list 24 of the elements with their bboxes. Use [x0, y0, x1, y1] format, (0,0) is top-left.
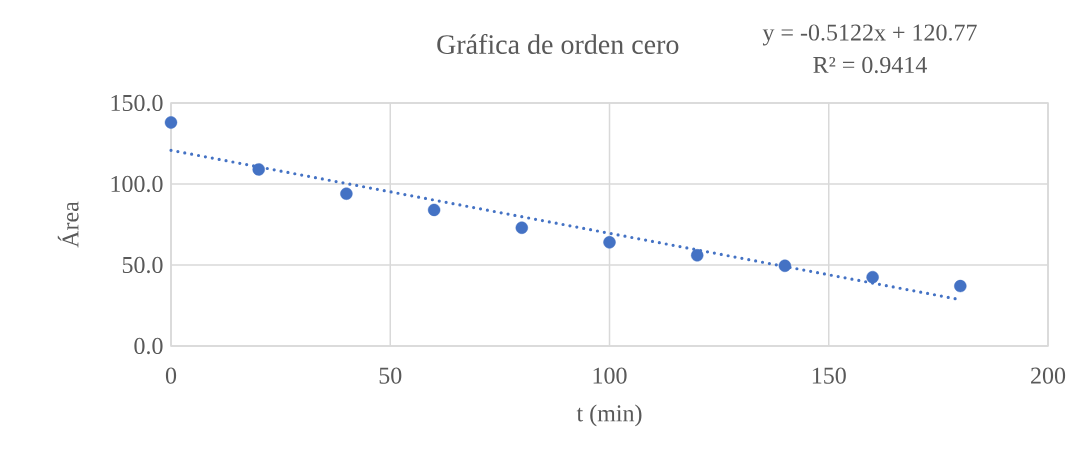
chart-title: Gráfica de orden cero — [437, 34, 679, 54]
point — [427, 203, 441, 217]
text: y = -0.5122x + 120.77 — [762, 24, 977, 46]
y-axis-title: Área — [57, 201, 79, 248]
text: R² = 0.9414 — [813, 56, 927, 74]
x-tick-label: 200 — [1031, 367, 1066, 384]
point — [691, 249, 704, 262]
point — [252, 163, 265, 176]
y-tick-label: 0.0 — [134, 337, 163, 355]
y-tick-label: 150.0 — [111, 94, 163, 112]
x-axis-title: t (min) — [576, 404, 642, 427]
y-tick-label: 100.0 — [111, 175, 163, 193]
point — [164, 116, 178, 129]
point — [340, 187, 353, 200]
point — [515, 221, 529, 234]
x-tick-label: 50 — [379, 367, 402, 384]
x-tick-label: 100 — [593, 367, 627, 384]
point — [603, 236, 616, 249]
y-tick-label: 50.0 — [122, 256, 163, 274]
x-tick-label: 150 — [812, 367, 846, 384]
point — [954, 279, 967, 293]
x-tick-label: 0 — [165, 367, 177, 384]
point — [778, 259, 792, 273]
point — [866, 270, 879, 284]
